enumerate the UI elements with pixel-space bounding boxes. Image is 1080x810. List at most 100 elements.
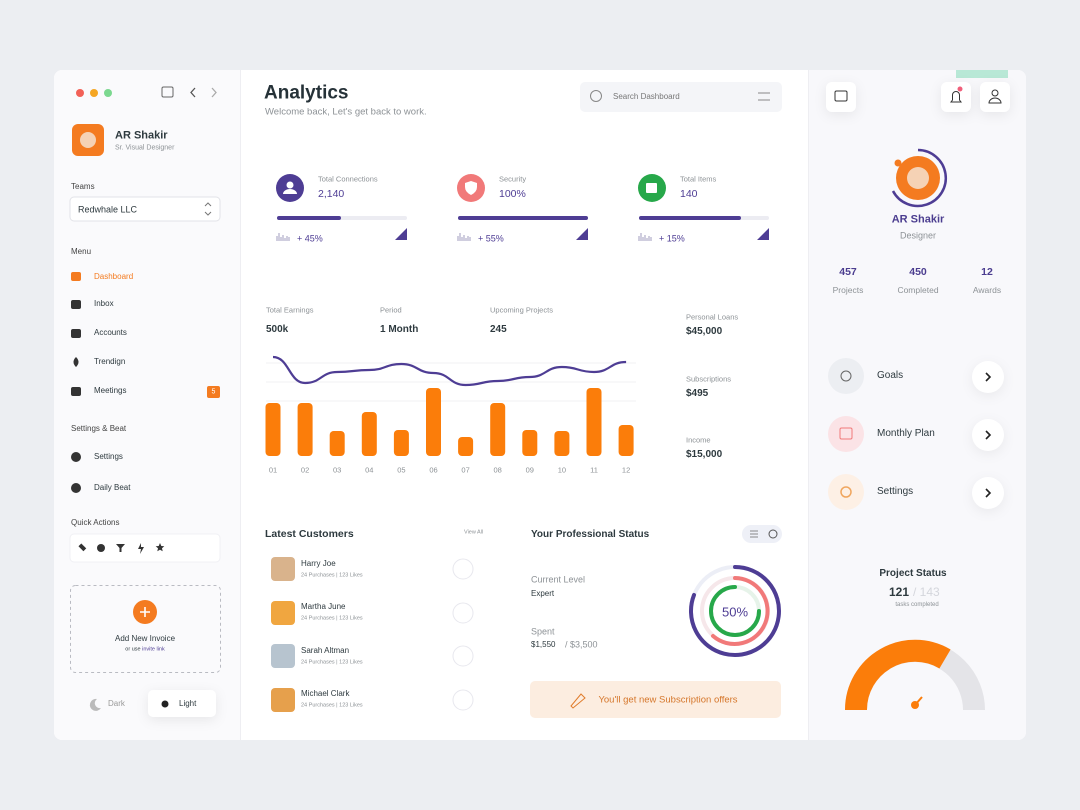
- section-title: Project Status: [879, 568, 947, 579]
- theme-option[interactable]: Light: [179, 699, 197, 708]
- stat-change: + 15%: [659, 233, 685, 244]
- profile-link[interactable]: Goals: [877, 370, 904, 381]
- section-title: Your Professional Status: [531, 529, 650, 540]
- profile-link[interactable]: Monthly Plan: [877, 428, 935, 439]
- plus-icon: [140, 607, 150, 617]
- invoice-box[interactable]: [70, 585, 221, 673]
- balance-label: Personal Loans: [686, 312, 739, 322]
- menu-item[interactable]: Settings: [94, 452, 123, 461]
- invite-link[interactable]: invite link: [142, 646, 165, 653]
- avatar-face: [80, 132, 96, 148]
- menu-item[interactable]: Inbox: [94, 299, 114, 308]
- view-all[interactable]: View All: [464, 529, 484, 536]
- arrow-icons: [985, 372, 992, 498]
- menu-item[interactable]: Meetings: [94, 386, 127, 395]
- earning-value: 500k: [266, 324, 289, 335]
- balance-value: $45,000: [686, 326, 723, 337]
- avatar-ring: [891, 148, 948, 208]
- status-rings: [688, 565, 781, 657]
- decor-shape: [956, 70, 1008, 78]
- tasks-done: 121: [889, 585, 910, 599]
- bar: [297, 403, 313, 456]
- purchases: 24 Purchases: [301, 615, 335, 622]
- customer-meta: 24 Purchases | 123 Likes: [301, 615, 363, 622]
- menu-item[interactable]: Daily Beat: [94, 483, 131, 492]
- profile-stat: 457: [839, 265, 857, 278]
- menu-item[interactable]: Dashboard: [94, 272, 134, 281]
- list-icon[interactable]: [750, 530, 758, 538]
- stat-value: 100%: [499, 187, 526, 200]
- team-select[interactable]: [69, 196, 221, 222]
- chart-guides: [266, 362, 636, 402]
- bar: [361, 412, 377, 456]
- link-arrows[interactable]: [972, 361, 1004, 509]
- tasks-note: tasks completed: [895, 602, 939, 608]
- forward-arrow[interactable]: [211, 87, 217, 98]
- user-name: AR Shakir: [115, 129, 168, 142]
- app-window: [54, 70, 1026, 740]
- bar: [618, 425, 634, 456]
- purchases: 24 Purchases: [301, 702, 335, 709]
- section-title: Latest Customers: [265, 527, 354, 540]
- search-placeholder[interactable]: Search Dashboard: [613, 92, 680, 101]
- sidebar-toggle[interactable]: [161, 86, 174, 98]
- bar: [393, 430, 409, 456]
- search-box[interactable]: [580, 82, 782, 112]
- view-toggle[interactable]: [742, 525, 782, 543]
- top-buttons[interactable]: [826, 82, 1010, 112]
- window-dot[interactable]: [76, 89, 84, 97]
- team-name[interactable]: Redwhale LLC: [78, 204, 138, 215]
- back-arrow[interactable]: [190, 87, 196, 98]
- stat-progress: [276, 216, 769, 241]
- x-tick-label: 07: [461, 465, 470, 475]
- quick-action-icons[interactable]: [78, 543, 165, 554]
- window-dot[interactable]: [90, 89, 98, 97]
- x-tick-label: 12: [621, 465, 631, 475]
- tasks-total: / 143: [913, 585, 940, 599]
- profile-stat: 12: [981, 265, 993, 278]
- chart-icon[interactable]: [768, 529, 778, 539]
- x-tick-label: 01: [268, 465, 278, 475]
- menu-item[interactable]: Trendign: [94, 357, 126, 366]
- rocket-icon: [570, 693, 586, 709]
- select-arrows: [204, 202, 212, 216]
- x-tick-label: 10: [557, 465, 567, 475]
- menu-item[interactable]: Accounts: [94, 328, 127, 337]
- light-toggle[interactable]: [148, 690, 216, 717]
- theme-option[interactable]: Dark: [108, 699, 125, 708]
- offer-text[interactable]: You'll get new Subscription offers: [598, 694, 738, 706]
- x-tick-label: 05: [397, 465, 406, 475]
- notification-dot: [957, 86, 963, 92]
- customer-name: Martha June: [301, 602, 346, 611]
- customer-name: Sarah Altman: [301, 646, 350, 655]
- spent-total: / $3,500: [565, 639, 598, 650]
- stat-value: 140: [680, 187, 698, 200]
- menu-icon: [71, 272, 81, 281]
- customer-name: Michael Clark: [301, 689, 350, 698]
- bar: [554, 431, 570, 456]
- search-icon: [590, 90, 602, 102]
- profile-stat: 450: [909, 265, 927, 278]
- gauge-needle: [914, 696, 923, 706]
- customer-meta: 24 Purchases | 123 Likes: [301, 702, 363, 709]
- chat-icon: [834, 90, 848, 102]
- menu-icon: [73, 357, 79, 367]
- profile-link[interactable]: Settings: [877, 486, 914, 497]
- menu-icon: [71, 329, 81, 338]
- stat-label: Total Connections: [318, 174, 378, 184]
- progress-label: 50%: [721, 604, 749, 620]
- likes: 123 Likes: [339, 702, 363, 709]
- stat-value: 2,140: [318, 187, 345, 200]
- window-dot[interactable]: [104, 89, 112, 97]
- earning-label: Total Earnings: [266, 305, 314, 315]
- customer-name: Harry Joe: [301, 559, 336, 568]
- mail-buttons[interactable]: [452, 558, 474, 711]
- stat-change: + 45%: [297, 233, 323, 244]
- x-tick-label: 02: [300, 465, 310, 475]
- filter-icon[interactable]: [758, 92, 770, 101]
- page-title: Analytics: [264, 82, 349, 104]
- offer-banner[interactable]: [530, 681, 781, 718]
- likes: 123 Likes: [339, 659, 363, 666]
- likes: 123 Likes: [339, 572, 363, 579]
